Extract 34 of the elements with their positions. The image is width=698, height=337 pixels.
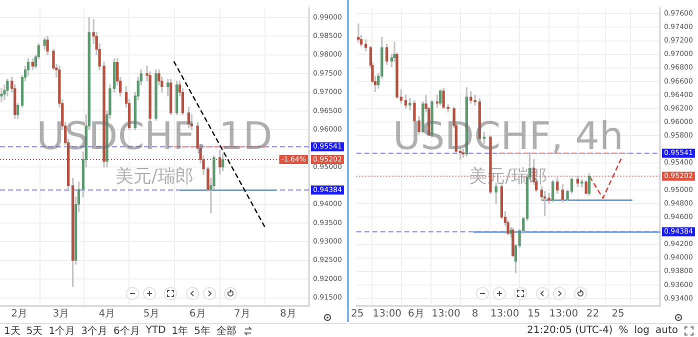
x-tick-label: 13:00	[490, 308, 520, 320]
x-tick-label: 3月	[52, 308, 70, 320]
candlestick	[0, 88, 3, 102]
x-tick-label: 8	[472, 308, 478, 320]
text: auto	[655, 325, 678, 336]
x-tick-label: 25	[612, 308, 624, 320]
text: 美元/瑞郎	[115, 166, 194, 187]
text: %	[618, 325, 628, 336]
x-tick-label: 5月	[143, 308, 160, 320]
x-tick-label: 13:00	[432, 308, 460, 320]
x-tick-label: 15	[528, 308, 540, 320]
x-tick-label: 7月	[234, 308, 250, 320]
text: 5天	[26, 324, 43, 337]
candlestick	[474, 94, 476, 106]
x-tick-label: 8月	[280, 308, 296, 320]
text: 1年	[172, 324, 188, 337]
text: 1个月	[48, 324, 76, 337]
x-tick-label: 6月	[189, 308, 206, 320]
x-tick-label: 25	[350, 308, 364, 320]
text: 6个月	[114, 324, 140, 337]
text: 5年	[194, 324, 211, 337]
text: log	[634, 325, 650, 336]
x-tick-label: 22	[586, 308, 600, 320]
candlestick	[548, 193, 550, 204]
x-tick-label: 6月	[408, 308, 424, 320]
text: YTD	[146, 325, 166, 336]
x-tick-label: 13:00	[549, 308, 578, 320]
text: 1天	[4, 324, 20, 337]
text: 全部	[216, 324, 237, 337]
x-tick-label: 13:00	[372, 308, 402, 320]
x-tick-label: 2月	[11, 308, 28, 320]
text: 3个月	[81, 324, 108, 337]
text: 21:20:05 (UTC-4)	[527, 325, 613, 336]
x-tick-label: 4月	[98, 308, 116, 320]
